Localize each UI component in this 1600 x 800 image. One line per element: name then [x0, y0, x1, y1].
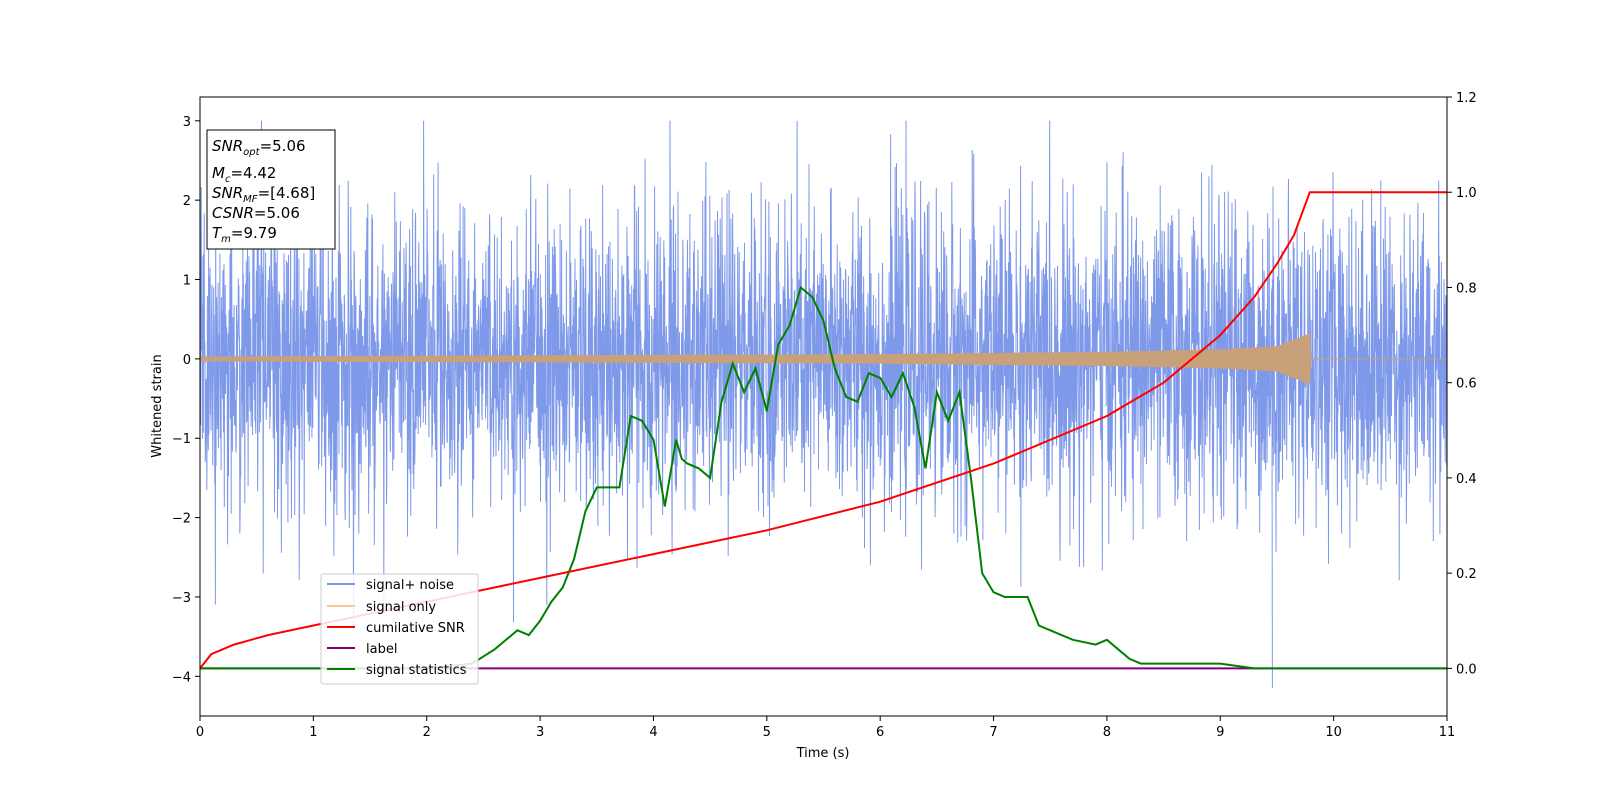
y-tick-label-5: −2 — [172, 512, 191, 527]
x-tick-label-7: 7 — [989, 725, 997, 740]
y-tick-label-0: 3 — [183, 115, 191, 130]
y-tick-label-7: −4 — [172, 670, 191, 685]
x-tick-label-10: 10 — [1325, 725, 1342, 740]
x-tick-label-8: 8 — [1103, 725, 1111, 740]
y-tick-label-4: −1 — [172, 432, 191, 447]
legend-item-label: label — [327, 642, 397, 657]
x-tick-label-0: 0 — [196, 725, 204, 740]
x-tick-label-1: 1 — [309, 725, 317, 740]
y2-tick-label-4: 0.4 — [1456, 472, 1477, 487]
x-tick-label-6: 6 — [876, 725, 884, 740]
y-tick-label-1: 2 — [183, 194, 191, 209]
y2-tick-label-6: 0.0 — [1456, 662, 1477, 677]
y2-tick-label-5: 0.2 — [1456, 567, 1477, 582]
info-mc: Mc=4.42 — [212, 164, 276, 185]
y2-tick-label-2: 0.8 — [1456, 281, 1477, 296]
legend-item-signal-noise: signal+ noise — [327, 578, 454, 593]
legend-item-signal-statistics: signal statistics — [327, 663, 467, 678]
legend-item-cumulative-snr: cumilative SNR — [327, 621, 465, 636]
svg-text:signal+ noise: signal+ noise — [366, 578, 454, 593]
info-snr-mf: SNRMF=[4.68] — [212, 184, 315, 205]
series-signal-noise — [200, 120, 1447, 689]
ticks-layer: 0 1 2 3 4 5 6 7 8 9 10 113210−1−2−3−41.21.00.80.60.… — [172, 91, 1477, 740]
legend-item-signal-only: signal only — [327, 600, 436, 615]
svg-text:signal statistics: signal statistics — [366, 663, 467, 678]
x-tick-label-4: 4 — [649, 725, 657, 740]
y-tick-label-6: −3 — [172, 591, 191, 606]
info-box: SNRopt=5.06 Mc=4.42 SNRMF=[4.68] CSNR=5.… — [206, 129, 336, 250]
series-signal-only — [200, 333, 1447, 385]
svg-text:signal only: signal only — [366, 600, 436, 615]
x-tick-label-9: 9 — [1216, 725, 1224, 740]
x-axis-label: Time (s) — [796, 746, 850, 761]
info-csnr: CSNR=5.06 — [212, 204, 300, 222]
series-signal-statistics — [200, 285, 1447, 670]
x-tick-label-2: 2 — [423, 725, 431, 740]
y2-tick-label-1: 1.0 — [1456, 186, 1477, 201]
y-axis-label: Whitened strain — [150, 354, 165, 457]
info-tm: Tm=9.79 — [212, 224, 277, 245]
svg-text:label: label — [366, 642, 397, 657]
plot-frame — [199, 96, 1448, 717]
y2-tick-label-3: 0.6 — [1456, 377, 1477, 392]
x-tick-label-11: 11 — [1439, 725, 1456, 740]
x-tick-label-3: 3 — [536, 725, 544, 740]
series-cumulative-snr — [200, 191, 1447, 670]
svg-text:cumilative SNR: cumilative SNR — [366, 621, 465, 636]
info-snr-opt: SNRopt=5.06 — [212, 137, 306, 158]
legend: signal+ noise signal only cumilative SNR… — [320, 573, 479, 685]
x-tick-label-5: 5 — [763, 725, 771, 740]
y2-tick-label-0: 1.2 — [1456, 91, 1477, 106]
y-tick-label-2: 1 — [183, 274, 191, 289]
y-tick-label-3: 0 — [183, 353, 191, 368]
